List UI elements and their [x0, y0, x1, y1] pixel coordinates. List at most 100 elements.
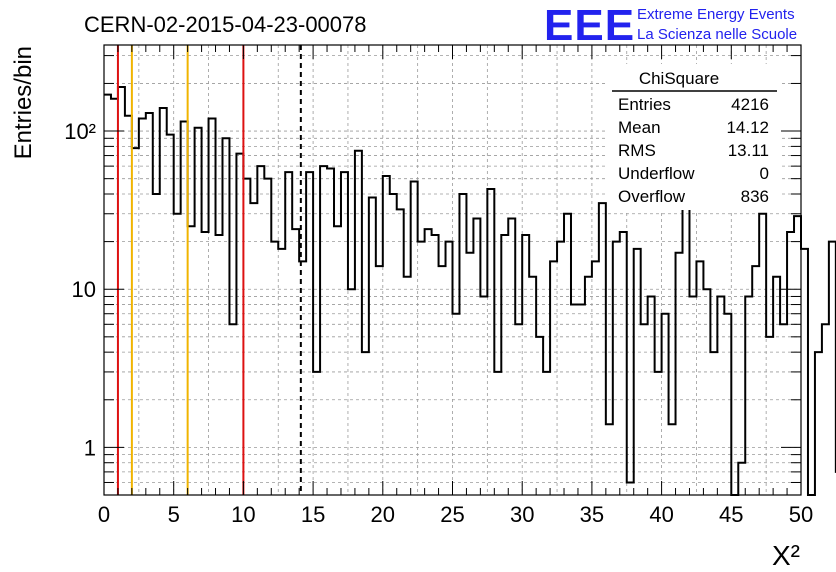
histogram-bin [801, 249, 808, 495]
histogram-bin [557, 242, 564, 495]
histogram-bin [710, 352, 717, 495]
histogram-bin [738, 463, 745, 495]
histogram-bin [787, 232, 794, 495]
stats-box-background [608, 64, 780, 210]
histogram-bin [550, 261, 557, 495]
eee-logo: EEE Extreme Energy Events La Scienza nel… [544, 1, 797, 50]
histogram-bin [348, 289, 355, 495]
histogram-bin [383, 176, 390, 495]
y-tick-label: 1 [84, 435, 96, 460]
x-tick-label: 20 [371, 502, 395, 527]
run-title: CERN-02-2015-04-23-00078 [84, 12, 367, 37]
histogram-bin [648, 296, 655, 495]
histogram-bin [229, 324, 236, 495]
histogram-bin [376, 266, 383, 495]
histogram-bin [320, 166, 327, 495]
histogram-bin [285, 172, 292, 495]
x-tick-label: 5 [168, 502, 180, 527]
stats-label: Underflow [618, 164, 695, 183]
histogram-bin [369, 198, 376, 495]
histogram-bin [641, 324, 648, 495]
histogram-bin [188, 226, 195, 495]
histogram-bin [592, 261, 599, 495]
x-tick-label: 25 [440, 502, 464, 527]
stats-value: 14.12 [726, 118, 769, 137]
histogram-bin [453, 314, 460, 495]
stats-row-entries: Entries 4216 [618, 95, 769, 114]
histogram-bin [167, 135, 174, 495]
histogram-bin [411, 181, 418, 495]
histogram-bin [104, 95, 111, 495]
histogram-bin [689, 296, 696, 495]
histogram-bin [487, 189, 494, 495]
histogram-bin [515, 324, 522, 495]
histogram-bin [271, 242, 278, 495]
y-tick-labels: 1 10 10² [64, 119, 96, 460]
histogram-bin [536, 337, 543, 495]
histogram-bin [662, 314, 669, 495]
histogram-bin [132, 148, 139, 495]
x-tick-label: 35 [580, 502, 604, 527]
histogram-bin [327, 168, 334, 495]
histogram-bin [139, 119, 146, 495]
reference-lines [116, 45, 302, 495]
stats-row-rms: RMS 13.11 [618, 141, 769, 160]
histogram-bin [292, 229, 299, 495]
histogram-bin [564, 214, 571, 495]
histogram-bin [724, 314, 731, 495]
histogram-bin [522, 235, 529, 495]
histogram-bin [494, 372, 501, 495]
histogram-bin [313, 372, 320, 495]
histogram-bin [766, 337, 773, 495]
histogram-bin [676, 253, 683, 495]
stats-row-underflow: Underflow 0 [618, 164, 769, 183]
histogram-bin [829, 242, 836, 495]
histogram-bin [418, 242, 425, 495]
histogram-bin [752, 266, 759, 495]
histogram-bin [250, 203, 257, 495]
histogram-bin [278, 249, 285, 495]
histogram-bin [655, 372, 662, 495]
histogram-bin [473, 218, 480, 495]
histogram-bin [195, 128, 202, 495]
histogram-bin [181, 121, 188, 495]
histogram-bin [404, 277, 411, 495]
histogram-bin [634, 249, 641, 495]
x-tick-label: 30 [510, 502, 534, 527]
x-tick-labels: 0 5 10 15 20 25 30 35 40 45 50 [98, 502, 813, 527]
stats-label: Mean [618, 118, 661, 137]
histogram-bin [529, 277, 536, 495]
y-tick-label: 10² [64, 119, 96, 144]
stats-row-overflow: Overflow 836 [618, 187, 769, 206]
histogram-bin [508, 218, 515, 495]
histogram-bin [466, 253, 473, 495]
histogram-bin [264, 179, 271, 495]
histogram-bin [202, 232, 209, 495]
histogram-bin [683, 186, 690, 495]
stats-label: RMS [618, 141, 656, 160]
axis-ticks [103, 45, 802, 496]
eee-logo-line2: La Scienza nelle Scuole [637, 26, 797, 43]
stats-row-mean: Mean 14.12 [618, 118, 769, 137]
x-tick-label: 40 [649, 502, 673, 527]
histogram-bin [822, 324, 829, 495]
y-axis-title: Entries/bin [10, 46, 37, 159]
histogram-bin [425, 229, 432, 495]
histogram-bin [439, 266, 446, 495]
eee-logo-mark: EEE [544, 1, 635, 50]
histogram-bin [125, 116, 132, 495]
histogram-bin [216, 235, 223, 495]
stats-value: 836 [741, 187, 769, 206]
histogram-bin [745, 296, 752, 495]
eee-logo-line1: Extreme Energy Events [637, 6, 795, 23]
histogram-bin [397, 209, 404, 495]
stats-value: 0 [760, 164, 769, 183]
histogram-bin [174, 214, 181, 495]
histogram-bin [446, 242, 453, 495]
histogram-bin [432, 235, 439, 495]
x-tick-label: 15 [301, 502, 325, 527]
stats-label: Entries [618, 95, 671, 114]
histogram-bin [571, 305, 578, 495]
stats-label: Overflow [618, 187, 686, 206]
